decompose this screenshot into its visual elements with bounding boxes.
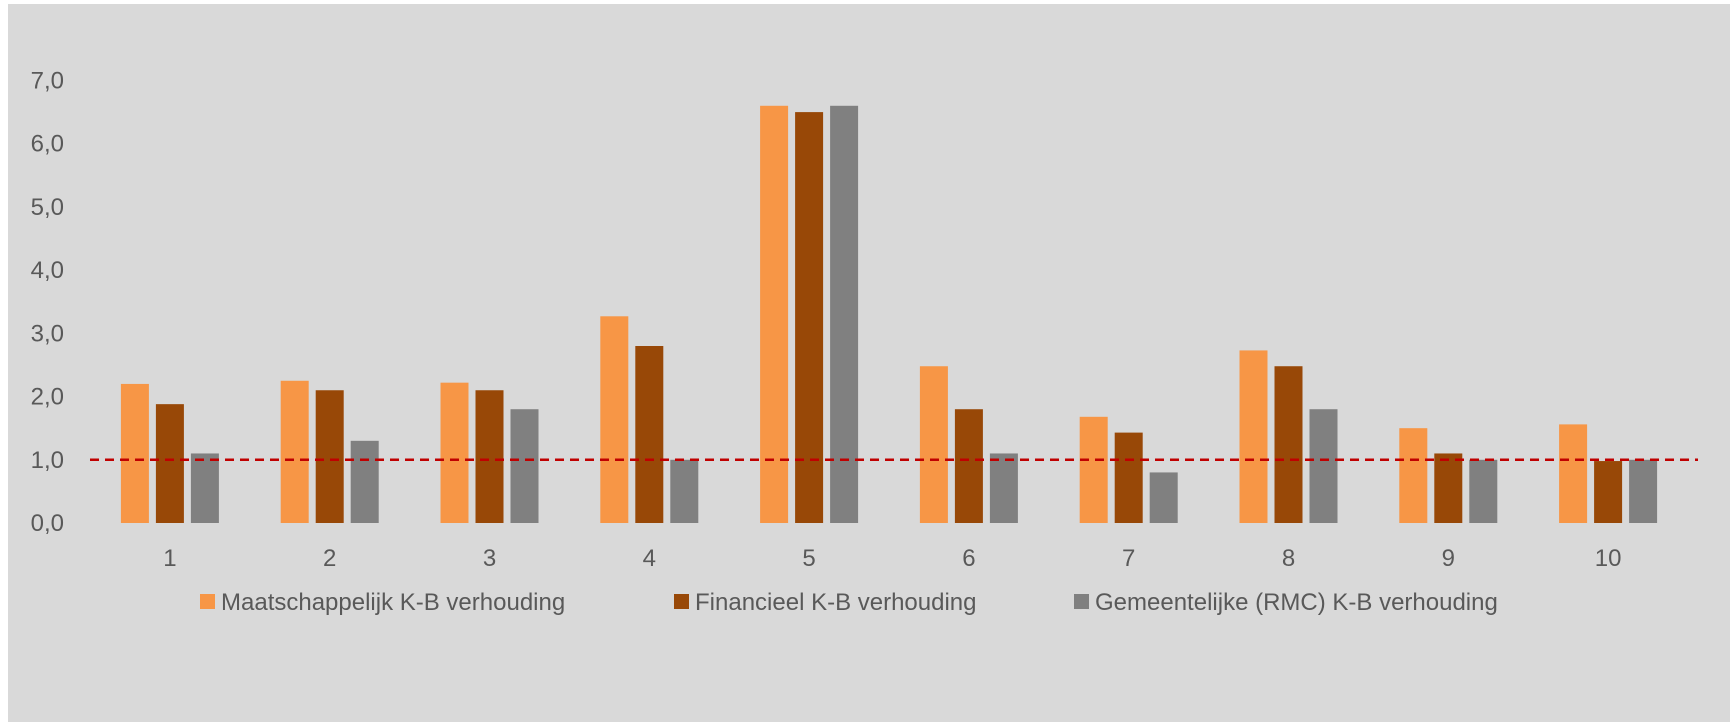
bar: [1399, 428, 1428, 523]
bar: [1149, 472, 1178, 523]
bar: [440, 382, 469, 523]
legend-label: Maatschappelijk K-B verhouding: [221, 589, 565, 616]
bar: [954, 409, 983, 523]
y-tick-label: 4,0: [31, 257, 64, 284]
bar: [510, 409, 539, 523]
bar: [795, 112, 824, 523]
bar: [1079, 416, 1108, 523]
chart-area: 0,0 1,0 2,0 3,0 4,0 5,0 6,0 7,0 1 2 3 4 5 6 7 8 9 10 Maats…: [8, 4, 1730, 722]
bar: [1469, 459, 1498, 523]
legend-swatch: [200, 594, 215, 609]
bar: [600, 316, 629, 523]
bar: [1239, 350, 1268, 523]
x-tick-label: 7: [1122, 545, 1135, 572]
legend-swatch: [674, 594, 689, 609]
x-tick-label: 1: [163, 545, 176, 572]
legend-swatch: [1074, 594, 1089, 609]
bar-chart: 0,0 1,0 2,0 3,0 4,0 5,0 6,0 7,0 1 2 3 4 5 6 7 8 9 10 Maats…: [31, 68, 1698, 616]
bar: [155, 404, 184, 523]
bar: [760, 105, 789, 524]
bar: [670, 459, 699, 523]
bar: [315, 390, 344, 523]
bar: [1559, 424, 1588, 523]
legend-label: Gemeentelijke (RMC) K-B verhouding: [1095, 589, 1498, 616]
bar: [190, 453, 219, 523]
bar: [280, 380, 309, 523]
y-tick-label: 2,0: [31, 384, 64, 411]
y-tick-label: 6,0: [31, 131, 64, 158]
bar: [1594, 461, 1623, 523]
x-tick-label: 4: [643, 545, 656, 572]
bar: [475, 390, 504, 523]
bar: [830, 105, 859, 524]
bar: [989, 453, 1018, 523]
x-tick-label: 9: [1442, 545, 1455, 572]
y-tick-label: 7,0: [31, 68, 64, 95]
y-tick-label: 1,0: [31, 447, 64, 474]
x-tick-label: 3: [483, 545, 496, 572]
x-tick-label: 10: [1595, 545, 1622, 572]
x-tick-label: 5: [802, 545, 815, 572]
y-tick-label: 0,0: [31, 510, 64, 537]
legend-label: Financieel K-B verhouding: [695, 589, 977, 616]
bar: [919, 366, 948, 523]
bar: [1434, 453, 1463, 523]
bar: [1629, 459, 1658, 523]
x-tick-label: 8: [1282, 545, 1295, 572]
y-tick-label: 3,0: [31, 320, 64, 347]
x-tick-label: 2: [323, 545, 336, 572]
y-tick-label: 5,0: [31, 194, 64, 221]
bar: [1274, 366, 1303, 523]
bar: [350, 440, 379, 523]
bar: [635, 346, 664, 523]
bar: [1114, 432, 1143, 523]
x-tick-label: 6: [962, 545, 975, 572]
bar: [120, 383, 149, 523]
bar: [1309, 409, 1338, 523]
